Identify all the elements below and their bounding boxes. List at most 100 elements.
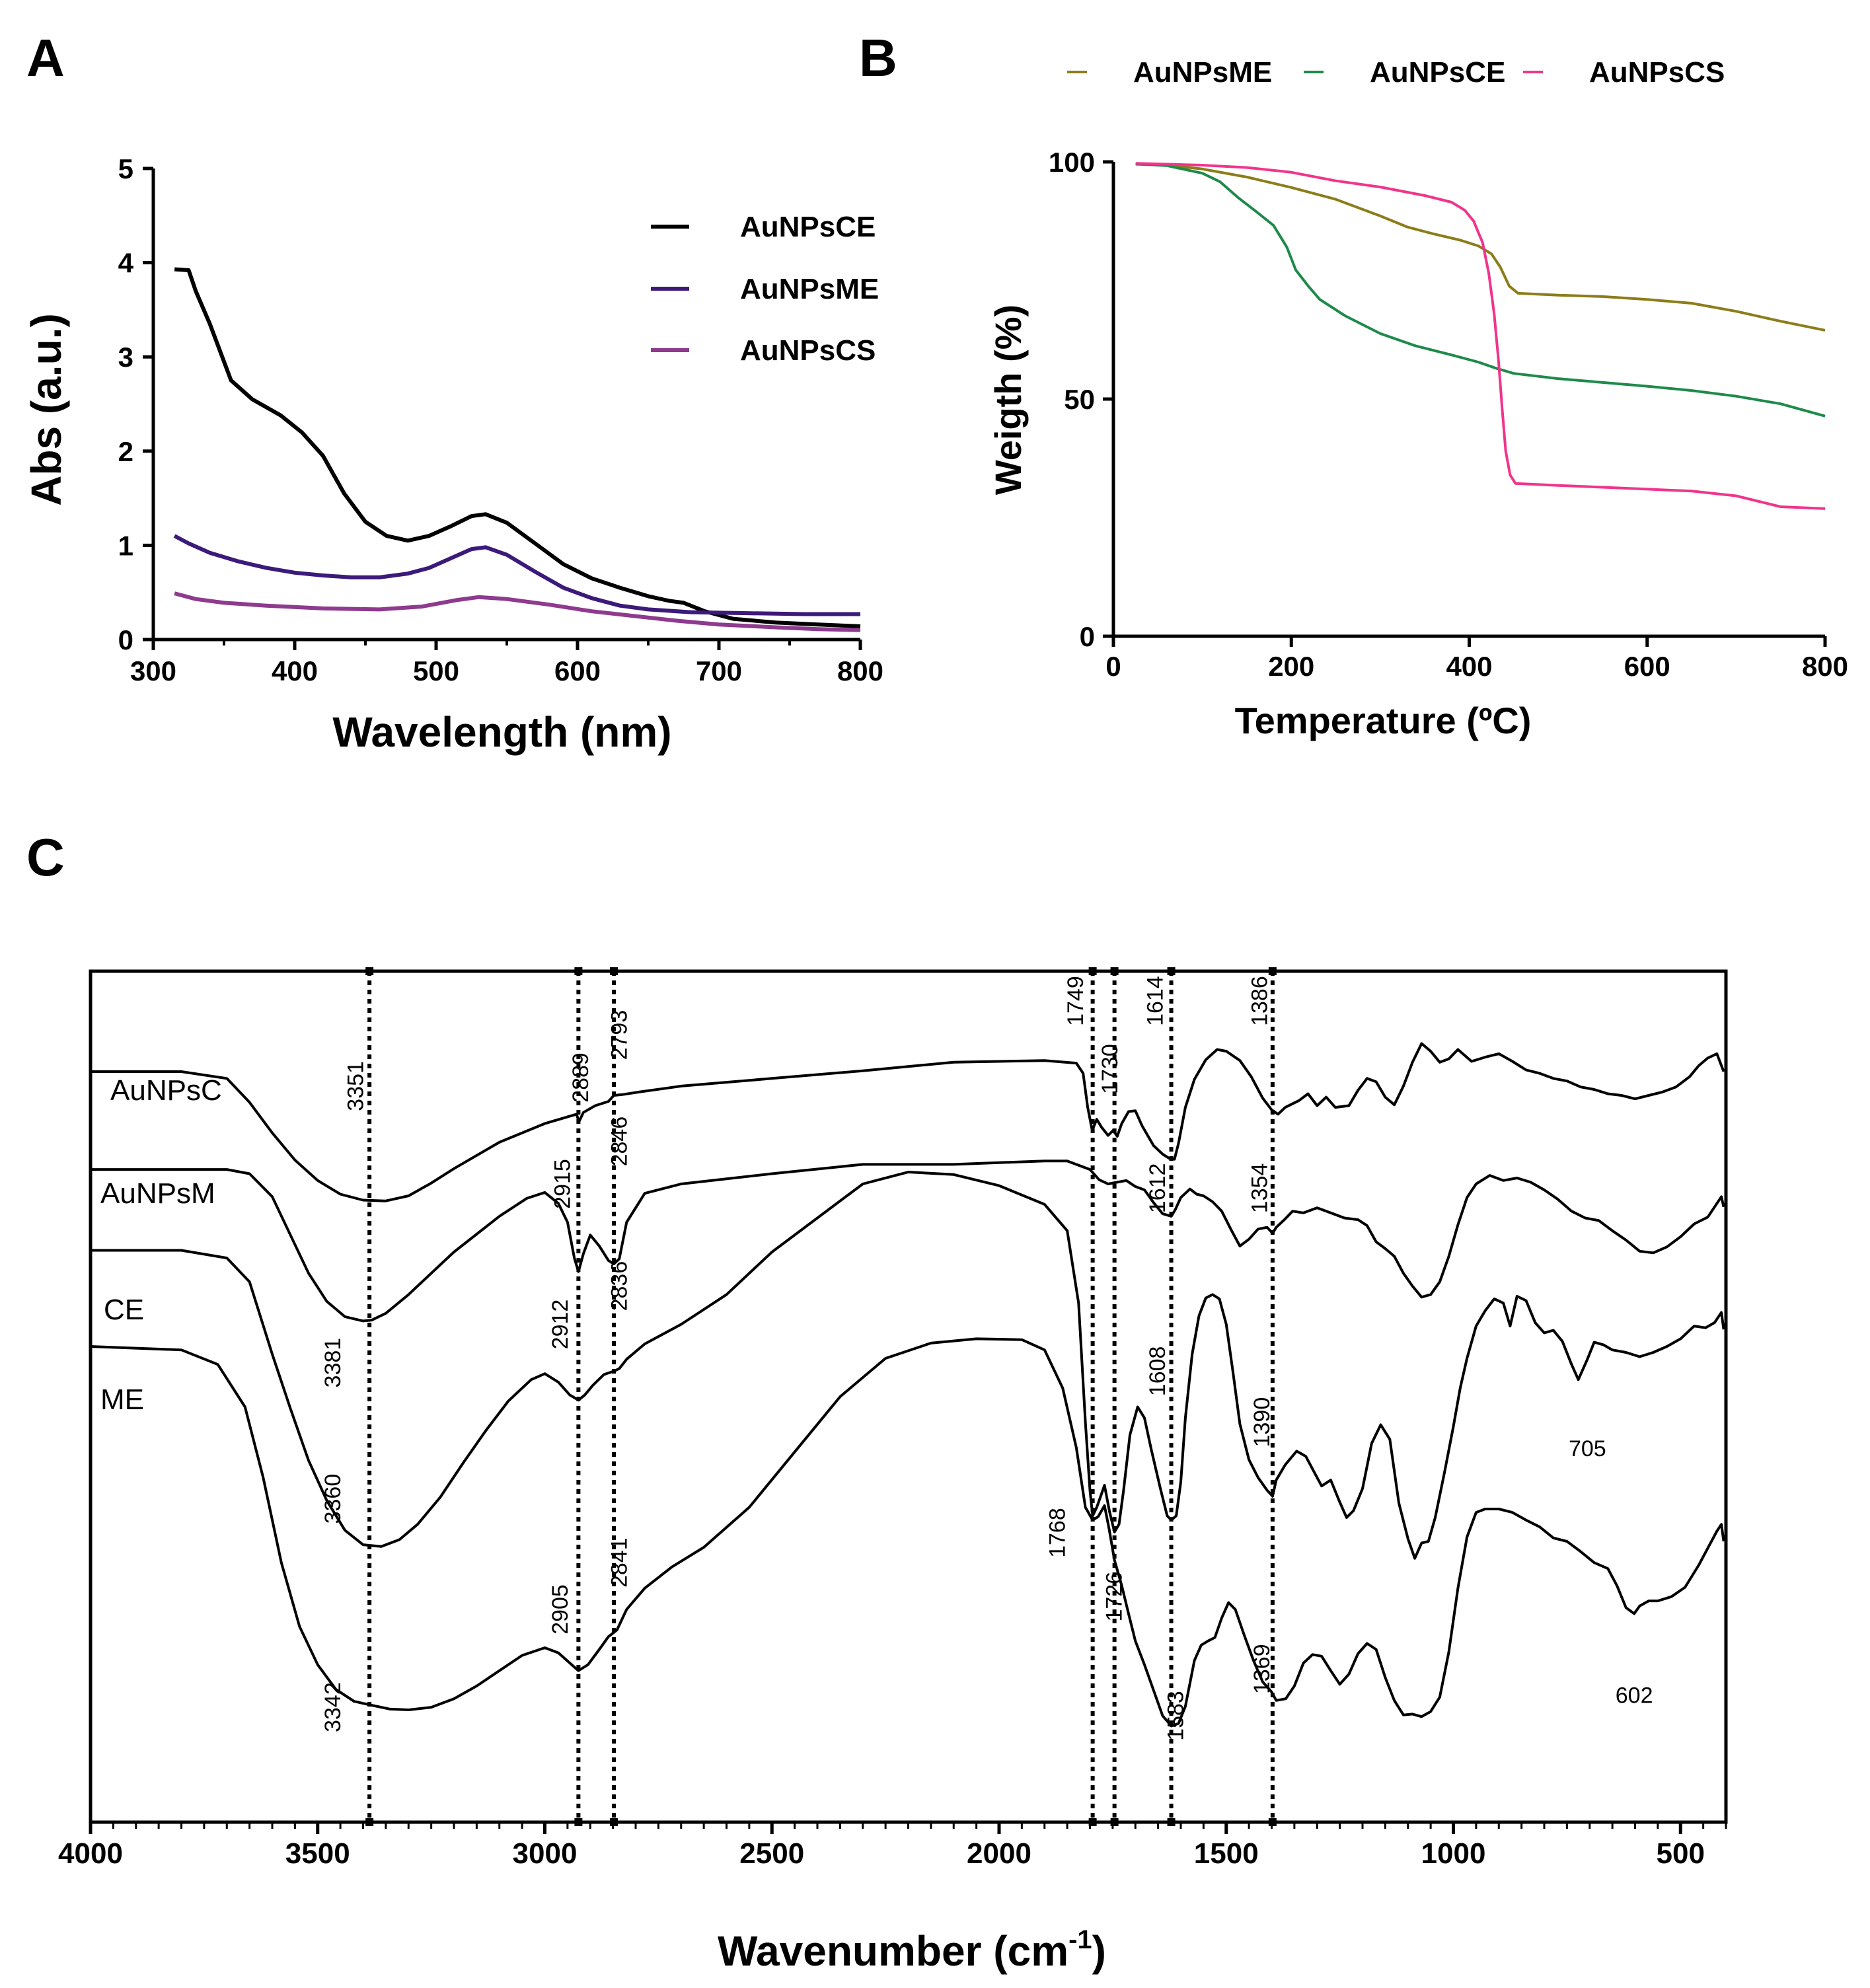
tga-series-aunpscs [1135, 162, 1826, 510]
uv-vis-legend-label: AuNPsCE [740, 211, 876, 243]
ftir-peak-label: 2793 [607, 1010, 632, 1060]
ftir-peak-label: 3360 [320, 1474, 346, 1524]
tga-y-tick-label: 50 [1064, 384, 1095, 415]
ftir-chart: 4000 3500 3000 2500 2000 1500 1000 500 3351 2889… [58, 967, 1728, 1975]
ftir-reference-line-cap [1268, 967, 1277, 975]
uv-vis-series-aunpsme [173, 534, 860, 616]
uv-vis-x-tick-label: 700 [696, 655, 742, 686]
ftir-reference-line-cap [610, 967, 618, 975]
ftir-peak-label: 1390 [1250, 1397, 1275, 1448]
ftir-x-tick-label: 500 [1657, 1837, 1705, 1870]
ftir-series-me [90, 1337, 1725, 1728]
tga-x-tick-label: 400 [1446, 651, 1492, 682]
ftir-peak-label: 1583 [1163, 1691, 1188, 1741]
tga-axes: 0 200 400 600 800 0 50 100 [1049, 147, 1848, 682]
uv-vis-x-axis-title: Wavelength (nm) [332, 708, 671, 756]
ftir-reference-line-cap [610, 1818, 618, 1826]
tga-y-axis-title: Weigth (%) [987, 305, 1029, 495]
ftir-peak-label: 3342 [320, 1682, 346, 1732]
ftir-peak-label: 2836 [607, 1261, 632, 1311]
tga-y-tick-label: 0 [1080, 621, 1095, 652]
ftir-x-tick-label: 2500 [739, 1837, 804, 1870]
ftir-axes: 4000 3500 3000 2500 2000 1500 1000 500 [58, 969, 1728, 1870]
tga-chart: 0 200 400 600 800 0 50 100 AuNPsME AuNPsCE AuNPsC… [987, 56, 1848, 741]
uv-vis-legend-label: AuNPsCS [740, 334, 876, 367]
ftir-x-tick-label: 1500 [1194, 1837, 1259, 1870]
ftir-curve-label: ME [100, 1383, 144, 1416]
tga-x-axis-title: Temperature (ºC) [1235, 700, 1532, 741]
tga-x-tick-label: 800 [1802, 651, 1848, 682]
ftir-peak-label: 1386 [1248, 976, 1273, 1026]
uv-vis-y-tick-label: 1 [118, 530, 133, 561]
ftir-peak-label: 2846 [607, 1117, 632, 1167]
uv-vis-y-tick-label: 4 [118, 248, 134, 279]
ftir-reference-line-cap [1167, 1818, 1176, 1826]
ftir-series-aunpsc [91, 1042, 1725, 1202]
ftir-reference-line-cap [1268, 1818, 1277, 1826]
ftir-reference-line-cap [1110, 1818, 1119, 1826]
ftir-series-aunpsm [91, 1160, 1725, 1323]
ftir-peak-label: 1768 [1045, 1508, 1070, 1558]
panel-letter-c: C [26, 828, 65, 887]
ftir-peak-label: 2841 [607, 1537, 632, 1588]
uv-vis-series [173, 267, 861, 632]
ftir-reference-line-cap [1110, 967, 1119, 975]
uv-vis-series-aunpscs [174, 591, 861, 632]
ftir-peak-labels: 3351 2889 2793 1749 1730 1614 1386 2915 2846 1612… [320, 976, 1653, 1741]
ftir-peak-label: 1726 [1102, 1572, 1127, 1622]
uv-vis-y-tick-label: 0 [118, 624, 133, 655]
ftir-peak-label: 1614 [1143, 976, 1168, 1026]
ftir-peak-label: 3351 [344, 1061, 369, 1111]
uv-vis-y-tick-label: 5 [118, 153, 133, 184]
ftir-x-tick-label: 3500 [285, 1837, 350, 1870]
ftir-x-axis-title-tail: ) [1092, 1927, 1106, 1975]
ftir-peak-label: 602 [1616, 1683, 1653, 1709]
ftir-peak-label: 1749 [1063, 976, 1088, 1026]
uv-vis-axes: 300 400 500 600 700 800 0 1 2 3 4 5 [118, 153, 883, 686]
panel-letter-b: B [859, 28, 897, 87]
ftir-curve-labels: AuNPsC AuNPsM CE ME [100, 1074, 222, 1416]
tga-x-tick-label: 200 [1268, 651, 1314, 682]
ftir-x-tick-label: 4000 [58, 1837, 123, 1870]
ftir-x-tick-label: 3000 [513, 1837, 578, 1870]
tga-legend: AuNPsME AuNPsCE AuNPsCS [1067, 56, 1725, 89]
ftir-curve-label: AuNPsC [110, 1074, 222, 1107]
tga-legend-label: AuNPsME [1133, 56, 1272, 89]
tga-legend-label: AuNPsCE [1370, 56, 1505, 89]
ftir-peak-label: 1354 [1248, 1163, 1273, 1214]
ftir-x-axis-title-sup: -1 [1068, 1925, 1092, 1954]
panel-letter-a: A [26, 28, 65, 87]
uv-vis-y-axis-title: Abs (a.u.) [22, 313, 70, 506]
ftir-reference-line-cap [365, 967, 374, 975]
tga-y-tick-label: 100 [1049, 147, 1095, 178]
ftir-reference-lines [365, 967, 1277, 1826]
tga-x-tick-label: 0 [1105, 651, 1121, 682]
uv-vis-x-tick-label: 300 [130, 655, 176, 686]
ftir-x-axis-title: Wavenumber (cm-1) [718, 1925, 1106, 1975]
ftir-peak-label: 1608 [1145, 1346, 1170, 1397]
ftir-reference-line-cap [1088, 1818, 1097, 1826]
ftir-peak-label: 1369 [1250, 1644, 1275, 1694]
uv-vis-legend-label: AuNPsME [740, 273, 879, 305]
uv-vis-series-aunpsce [174, 267, 861, 628]
ftir-curve-label: CE [104, 1294, 144, 1326]
ftir-curve-label: AuNPsM [100, 1177, 215, 1210]
uv-vis-y-tick-label: 3 [118, 342, 133, 373]
uv-vis-y-tick-label: 2 [118, 436, 133, 467]
ftir-x-tick-label: 1000 [1421, 1837, 1486, 1870]
uv-vis-x-tick-label: 400 [272, 655, 318, 686]
uv-vis-legend: AuNPsCE AuNPsME AuNPsCS [651, 211, 879, 367]
tga-series-aunpsce [1135, 162, 1826, 418]
ftir-peak-label: 2915 [550, 1159, 575, 1209]
tga-series-aunpsme [1135, 163, 1826, 332]
ftir-reference-line-cap [574, 967, 583, 975]
tga-series [1135, 162, 1826, 510]
tga-x-tick-label: 600 [1624, 651, 1670, 682]
ftir-peak-label: 705 [1569, 1436, 1606, 1461]
ftir-peak-label: 2905 [548, 1584, 573, 1635]
ftir-series [90, 1042, 1725, 1728]
uv-vis-x-tick-label: 800 [837, 655, 883, 686]
ftir-peak-label: 1612 [1145, 1163, 1170, 1214]
uv-vis-x-tick-label: 500 [413, 655, 459, 686]
